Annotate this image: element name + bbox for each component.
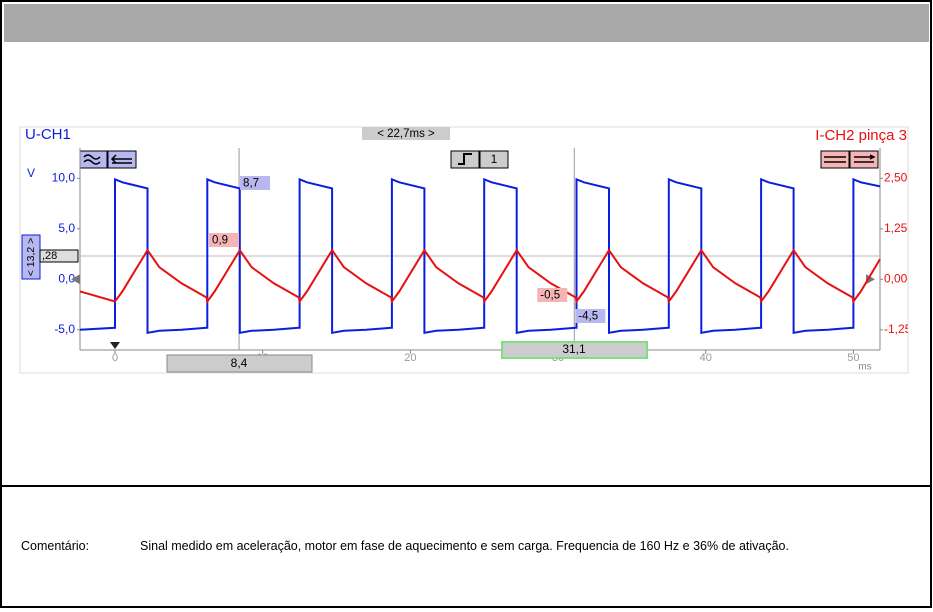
series-line bbox=[79, 177, 881, 334]
cursor-label: 31,1 bbox=[562, 342, 586, 356]
x-tick-label: 40 bbox=[700, 352, 712, 364]
icon-glyph bbox=[83, 154, 132, 165]
comment-label: Comentário: bbox=[21, 539, 90, 553]
y-tick-label: 0,0 bbox=[58, 271, 75, 285]
readout: 0,9 bbox=[212, 235, 228, 247]
zero-marker-right bbox=[866, 274, 875, 285]
cursor-label: 8,4 bbox=[231, 356, 248, 370]
cursor-box bbox=[501, 341, 648, 359]
x-axis-unit: ms bbox=[858, 362, 871, 373]
y-tick-label: 5,0 bbox=[58, 221, 75, 235]
y2-tick-label: 2,50 bbox=[884, 170, 908, 184]
clipped-group: -1,25 0,00 1,25 2,50 bbox=[884, 170, 912, 336]
x-tick-label: 20 bbox=[404, 352, 416, 364]
y2-tick-label: -1,25 bbox=[884, 322, 912, 336]
y-axis-unit: V bbox=[27, 166, 35, 180]
offset-value: ,28 bbox=[42, 250, 57, 262]
x-tick-label: 0 bbox=[112, 352, 118, 364]
series-line bbox=[79, 248, 881, 304]
x-tick-label: 50 bbox=[847, 352, 859, 364]
cursor-box bbox=[166, 354, 313, 373]
y2-tick-label: 1,25 bbox=[884, 221, 908, 235]
offset-label: < 13,2 > bbox=[25, 238, 37, 277]
y-tick-label: 10,0 bbox=[52, 170, 76, 184]
icon bbox=[479, 150, 509, 169]
header-bar bbox=[4, 4, 929, 42]
time-delta: < 22,7ms > bbox=[377, 128, 435, 140]
readout-box bbox=[209, 233, 240, 247]
icon-glyph bbox=[824, 154, 876, 163]
offset-value-box bbox=[39, 249, 79, 263]
readout-box bbox=[575, 309, 606, 323]
icon-glyph bbox=[458, 153, 472, 165]
readout: -0,5 bbox=[540, 290, 560, 302]
icon bbox=[849, 150, 879, 169]
y2-tick-label: 0,00 bbox=[884, 271, 908, 285]
readout: 8,7 bbox=[243, 178, 259, 190]
readout-box bbox=[240, 176, 271, 190]
readout: -4,5 bbox=[578, 311, 598, 323]
trigger-marker bbox=[110, 342, 121, 349]
channel-2-title: I-CH2 pinça 3 bbox=[815, 127, 907, 144]
icon bbox=[79, 150, 108, 169]
trigger-channel: 1 bbox=[491, 152, 498, 166]
y-tick-label: -5,0 bbox=[54, 322, 75, 336]
delta-box bbox=[362, 127, 450, 140]
icon bbox=[820, 150, 850, 169]
channel-1-title: U-CH1 bbox=[25, 126, 71, 143]
zero-marker-left bbox=[71, 274, 80, 285]
readout-box bbox=[537, 288, 568, 302]
comment-text: Sinal medido em aceleração, motor em fas… bbox=[140, 539, 789, 553]
